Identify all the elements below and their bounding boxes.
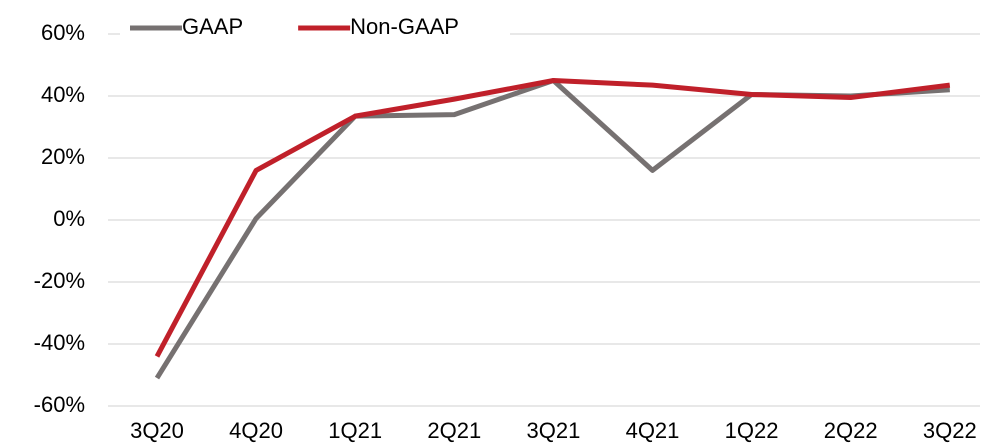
y-tick-label: -60% <box>34 392 85 417</box>
y-tick-label: 0% <box>53 206 85 231</box>
x-tick-label: 2Q21 <box>427 418 481 443</box>
y-tick-label: 40% <box>41 82 85 107</box>
y-tick-label: -20% <box>34 268 85 293</box>
x-tick-label: 3Q20 <box>130 418 184 443</box>
x-tick-label: 4Q20 <box>229 418 283 443</box>
grid <box>108 33 980 407</box>
x-tick-label: 3Q21 <box>526 418 580 443</box>
legend-label: GAAP <box>182 14 243 39</box>
y-tick-label: -40% <box>34 330 85 355</box>
x-tick-label: 3Q22 <box>923 418 977 443</box>
x-tick-label: 2Q22 <box>824 418 878 443</box>
y-tick-label: 60% <box>41 20 85 45</box>
y-tick-label: 20% <box>41 144 85 169</box>
series-line <box>154 78 951 358</box>
x-tick-label: 4Q21 <box>626 418 680 443</box>
series-line <box>154 78 950 380</box>
x-tick-label: 1Q21 <box>328 418 382 443</box>
legend-label: Non-GAAP <box>350 14 459 39</box>
x-tick-label: 1Q22 <box>725 418 779 443</box>
